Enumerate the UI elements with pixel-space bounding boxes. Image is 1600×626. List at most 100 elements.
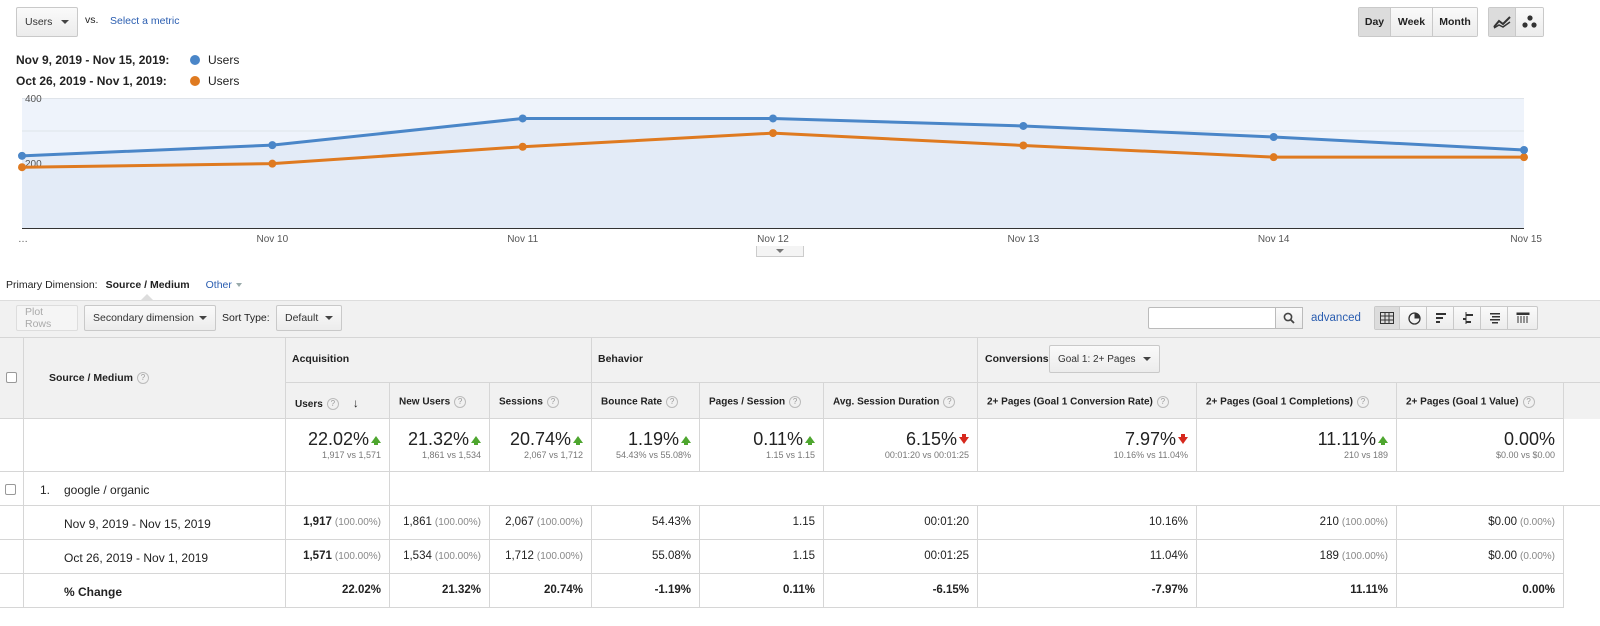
dimension-header[interactable]: Source / Medium?: [49, 372, 150, 385]
arrow-up-icon: [573, 436, 583, 445]
legend-range: Oct 26, 2019 - Nov 1, 2019:: [16, 74, 167, 88]
change-value: 11.11%: [1350, 584, 1388, 596]
cell-percent-of-total: (100.00%): [1341, 517, 1388, 528]
sort-type-select[interactable]: Default: [276, 305, 342, 331]
summary-change: 21.32%: [408, 429, 481, 450]
granularity-week-button[interactable]: Week: [1391, 8, 1433, 36]
data-point: [769, 129, 777, 138]
pivot-view-icon[interactable]: [1510, 307, 1535, 329]
legend-metric: Users: [208, 53, 240, 67]
sort-descending-icon[interactable]: ↓: [352, 396, 359, 410]
summary-change: 6.15%: [906, 429, 969, 450]
row-checkbox[interactable]: [5, 484, 16, 495]
search-button[interactable]: [1276, 307, 1303, 329]
select-metric-link[interactable]: Select a metric: [110, 15, 180, 27]
cell-number: 55.08%: [651, 550, 691, 562]
data-table-view-icon[interactable]: [1375, 307, 1400, 329]
column-header-7[interactable]: 2+ Pages (Goal 1 Conversion Rate)?: [987, 396, 1169, 408]
select-all-checkbox[interactable]: [6, 372, 17, 383]
table-search-input[interactable]: [1148, 307, 1276, 329]
cell-value: 1,917 (100.00%): [303, 516, 381, 528]
cell-value: 189 (100.00%): [1320, 550, 1388, 562]
column-header-5[interactable]: Pages / Session?: [709, 396, 802, 408]
legend-item-previous: Oct 26, 2019 - Nov 1, 2019: Users: [16, 74, 239, 88]
performance-view-icon[interactable]: [1429, 307, 1454, 329]
report-table: Source / Medium? Acquisition Behavior Co…: [0, 337, 1600, 626]
column-header-6[interactable]: Avg. Session Duration?: [833, 396, 956, 408]
data-point: [1019, 121, 1028, 130]
chart-collapse-handle[interactable]: [756, 246, 804, 257]
help-icon[interactable]: ?: [789, 396, 802, 408]
change-value: -7.97%: [1151, 584, 1188, 596]
dimension-other-link[interactable]: Other: [205, 279, 232, 291]
table-view-switcher: [1374, 306, 1538, 330]
help-icon[interactable]: ?: [1522, 396, 1535, 408]
help-icon[interactable]: ?: [666, 396, 679, 408]
help-icon[interactable]: ?: [943, 396, 956, 408]
granularity-group: Day Week Month: [1358, 7, 1478, 37]
dimension-source-medium[interactable]: Source / Medium: [105, 279, 190, 291]
change-value: 0.11%: [783, 584, 815, 596]
plot-rows-button[interactable]: Plot Rows: [16, 305, 78, 331]
help-icon[interactable]: ?: [137, 372, 150, 385]
cell-number: 2,067: [505, 516, 534, 528]
row-dimension-value[interactable]: google / organic: [64, 483, 150, 497]
change-value: -1.19%: [654, 584, 691, 596]
change-cell: 0.00%: [1397, 574, 1564, 608]
help-icon[interactable]: ?: [454, 396, 467, 408]
cell-percent-of-total: (100.00%): [334, 517, 381, 528]
summary-spacer: [0, 419, 24, 472]
help-icon[interactable]: ?: [546, 396, 559, 408]
data-point: [1269, 133, 1278, 141]
column-header-cell: [700, 383, 824, 419]
help-icon[interactable]: ?: [1156, 396, 1169, 408]
dimension-header-label: Source / Medium: [49, 372, 134, 384]
column-header-8[interactable]: 2+ Pages (Goal 1 Completions)?: [1206, 396, 1369, 408]
summary-change-value: 1.19%: [627, 429, 679, 449]
controls-bar: [0, 300, 1600, 337]
data-cell: 55.08%: [592, 540, 700, 574]
column-header-1[interactable]: Users? ↓: [295, 396, 359, 411]
advanced-link[interactable]: advanced: [1311, 312, 1361, 324]
summary-change-value: 0.11%: [753, 429, 803, 449]
x-tick-label: Nov 12: [757, 234, 789, 245]
change-label-cell: [24, 574, 286, 608]
column-header-cell: [824, 383, 978, 419]
cell-value: $0.00 (0.00%): [1488, 550, 1555, 562]
summary-cell: 22.02% 1,917 vs 1,571: [286, 419, 390, 472]
series-color-dot: [190, 76, 200, 86]
cell-number: 210: [1319, 516, 1339, 528]
comparison-view-icon[interactable]: [1456, 307, 1481, 329]
cell-number: 1,917: [303, 516, 332, 528]
secondary-dimension-select[interactable]: Secondary dimension: [84, 305, 216, 331]
column-header-label: 2+ Pages (Goal 1 Value): [1406, 396, 1519, 408]
arrow-up-icon: [1378, 436, 1388, 445]
chevron-down-icon: [235, 283, 242, 287]
line-chart-icon[interactable]: [1489, 8, 1517, 36]
granularity-day-button[interactable]: Day: [1359, 8, 1391, 36]
dimension-active-marker: [141, 294, 153, 300]
group-conversions: Conversions: [985, 353, 1049, 365]
column-header-4[interactable]: Bounce Rate?: [601, 396, 679, 408]
goal-select[interactable]: Goal 1: 2+ Pages: [1049, 345, 1160, 373]
column-header-cell: [286, 383, 390, 419]
column-header-label: Avg. Session Duration: [833, 396, 940, 408]
legend-range: Nov 9, 2019 - Nov 15, 2019:: [16, 53, 170, 67]
granularity-month-button[interactable]: Month: [1433, 8, 1477, 36]
help-icon[interactable]: ?: [326, 398, 339, 411]
help-icon[interactable]: ?: [1356, 396, 1369, 408]
cell-number: 00:01:25: [924, 550, 969, 562]
column-header-3[interactable]: Sessions?: [499, 396, 559, 408]
x-tick-label: Nov 11: [507, 234, 538, 245]
change-cell: -1.19%: [592, 574, 700, 608]
column-header-9[interactable]: 2+ Pages (Goal 1 Value)?: [1406, 396, 1535, 408]
term-cloud-view-icon[interactable]: [1483, 307, 1508, 329]
cell-value: 1.15: [793, 550, 815, 562]
metric-select[interactable]: Users: [16, 7, 78, 37]
change-value: 21.32%: [441, 584, 481, 596]
pie-view-icon[interactable]: [1402, 307, 1427, 329]
cell-value: 1.15: [793, 516, 815, 528]
motion-chart-icon[interactable]: [1516, 8, 1543, 36]
column-header-2[interactable]: New Users?: [399, 396, 467, 408]
summary-change: 22.02%: [308, 429, 381, 450]
